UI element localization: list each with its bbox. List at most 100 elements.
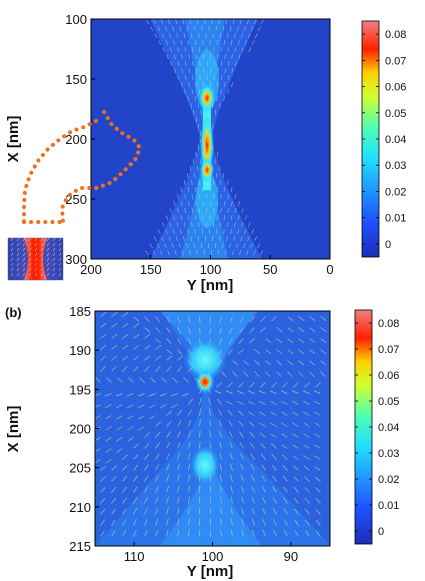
panel-b-arrow — [177, 507, 180, 515]
inset-arrow — [40, 262, 44, 267]
panel-b-arrow — [276, 338, 283, 344]
panel-b-arrow — [111, 476, 117, 482]
inset-arrow — [10, 262, 14, 267]
panel-a-arrow — [162, 47, 166, 53]
panel-b-arrow — [276, 360, 283, 366]
panel-b-arrow — [150, 377, 156, 383]
inset-arrow — [28, 252, 32, 257]
panel-a-arrow — [232, 19, 235, 25]
panel-b-arrow — [287, 327, 294, 332]
panel-b-arrow — [230, 485, 233, 493]
panel-b-arrow — [239, 316, 244, 323]
panel-b-arrow — [177, 316, 181, 324]
panel-a-arrow — [189, 19, 192, 25]
panel-a-arrow — [220, 194, 222, 200]
panel-a-arrow — [183, 222, 186, 228]
panel-a-arrow — [237, 40, 240, 46]
panel-a-arrow — [220, 47, 222, 53]
panel-b-arrow — [144, 443, 150, 449]
panel-b-arrow — [276, 349, 283, 355]
panel-b-arrow — [273, 530, 277, 537]
panel-b-arrow — [100, 508, 106, 515]
panel-b-glow-bottom — [190, 445, 220, 485]
panel-b-arrow — [188, 463, 191, 471]
panel-a-arrow — [220, 89, 222, 95]
panel-b-arrow — [271, 382, 277, 388]
panel-b-arrow — [208, 349, 211, 357]
panel-b-arrow — [271, 443, 277, 449]
inset-arrow — [46, 252, 50, 257]
inset-arrow — [46, 272, 50, 277]
panel-b-arrow — [144, 453, 150, 460]
colorbar-b-tick-label: 0.06 — [378, 370, 399, 382]
panel-a-arrow — [167, 19, 171, 25]
panel-a-arrow — [226, 180, 229, 186]
panel-a-arrow — [182, 19, 185, 25]
panel-a-arrow — [248, 47, 252, 53]
panel-b-arrow — [265, 338, 272, 344]
panel-a-arrow — [195, 200, 197, 207]
panel-b-arrow — [155, 355, 162, 361]
panel-b-arrow — [166, 463, 170, 471]
panel-a-arrow — [172, 26, 175, 32]
panel-a-arrow — [247, 222, 251, 228]
panel-b-arrow — [251, 496, 255, 504]
panel-b-arrow — [166, 507, 169, 515]
panel-b-arrow — [100, 333, 107, 339]
panel-a-arrow — [167, 250, 170, 256]
panel-b-arrow — [320, 349, 327, 355]
panel-b-arrow — [209, 327, 211, 335]
panel-b-arrow — [105, 459, 112, 464]
panel-a-vector-arrows — [145, 19, 264, 256]
panel-b-arrow — [133, 486, 138, 493]
panel-b-arrow — [305, 519, 310, 526]
inset-arrow — [10, 242, 14, 247]
panel-b-arrow — [282, 454, 288, 460]
colorbar-b-tick-label: 0.05 — [378, 396, 399, 408]
panel-b-arrow — [95, 377, 101, 383]
panel-b-arrow — [309, 316, 316, 321]
panel-a-arrow — [234, 208, 237, 214]
panel-b-arrow — [249, 432, 255, 438]
panel-b-arrow — [261, 486, 266, 493]
panel-b-arrow — [303, 433, 310, 438]
panel-a-arrow — [187, 173, 189, 179]
panel-b-arrow — [116, 426, 123, 431]
panel-b-ticks: 110 100 90 185 190 195 200 205 210 215 — [69, 304, 298, 564]
panel-b-arrow — [177, 496, 180, 504]
panel-b-arrow — [155, 366, 161, 372]
panel-b-arrow — [309, 371, 315, 377]
panel-b-arrow — [262, 507, 266, 515]
panel-b-arrow — [252, 529, 255, 537]
panel-a-arrow — [187, 40, 190, 46]
inset-arrow — [22, 247, 26, 252]
panel-b-arrow — [155, 442, 160, 449]
panel-b-arrow — [226, 400, 233, 405]
panel-b-arrow — [166, 349, 173, 355]
panel-a-arrow — [173, 40, 176, 46]
panel-a-arrow — [192, 159, 195, 165]
inset-arrow — [22, 262, 26, 267]
panel-b-arrow — [293, 382, 299, 388]
panel-b-arrow — [105, 437, 112, 442]
panel-b-arrow — [272, 475, 277, 482]
panel-a-arrow — [220, 208, 222, 214]
panel-a-arrow — [222, 26, 225, 32]
panel-b-arrow — [166, 431, 171, 438]
panel-b-arrow — [238, 420, 244, 427]
panel-b-arrow — [188, 496, 190, 504]
panel-a-arrow — [191, 222, 193, 228]
panel-b-arrow — [271, 316, 277, 322]
panel-b-arrow — [259, 411, 266, 416]
panel-a-arrow — [175, 19, 178, 25]
panel-a-arrow — [236, 243, 239, 249]
panel-b-arrow — [315, 382, 321, 388]
panel-b-arrow — [287, 349, 294, 355]
panel-a-arrow — [233, 33, 236, 39]
panel-b-arrow — [116, 415, 123, 420]
panel-b-arrow — [172, 377, 178, 383]
panel-a-arrow — [218, 249, 220, 256]
panel-b-arrow — [218, 409, 222, 416]
panel-a-arrow — [150, 26, 154, 32]
panel-b-arrow — [122, 333, 129, 339]
